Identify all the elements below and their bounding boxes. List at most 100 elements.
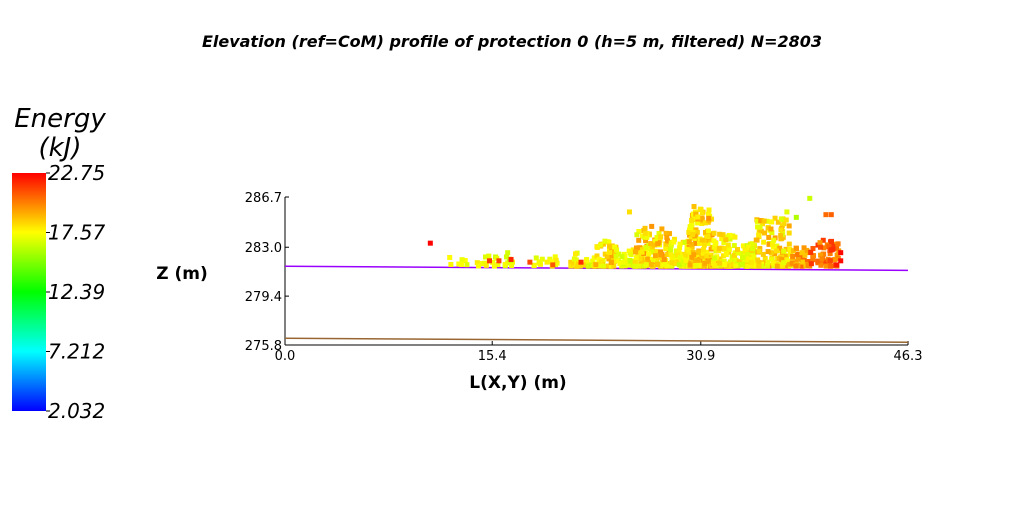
data-point [662,262,668,268]
data-point [619,254,625,260]
data-point [684,244,690,250]
data-point [677,241,683,247]
data-point [741,257,747,263]
data-point [731,252,737,258]
data-point [751,253,757,259]
data-point [811,253,817,259]
data-point [758,218,764,224]
data-point [537,259,543,265]
data-point [810,257,816,263]
data-point [711,238,717,244]
data-point [508,256,514,262]
data-point [693,240,699,246]
data-point [756,232,762,238]
data-point [740,255,746,261]
data-point [720,232,726,238]
data-point [459,257,465,263]
data-point [803,259,809,265]
data-point [628,258,634,264]
data-point [762,256,768,262]
data-point [687,232,693,238]
data-point [726,246,732,252]
data-point [606,243,612,249]
data-point [668,262,674,268]
data-point [673,248,679,254]
data-point [547,256,553,262]
data-point [749,241,755,247]
data-point [719,236,725,242]
data-point [742,247,748,253]
data-point [649,223,655,229]
data-point [665,252,671,258]
data-point [815,258,821,264]
data-point [781,260,787,266]
data-point [830,243,836,249]
data-point [479,261,485,267]
data-point [700,250,706,256]
data-point [633,255,639,261]
y-ticks: 275.8 279.4 283.0 286.7 [245,191,289,354]
data-point [494,255,500,261]
data-point [766,241,772,247]
data-point [632,259,638,265]
data-point [681,261,687,267]
data-point [647,256,653,262]
data-point [664,234,670,240]
data-point [661,257,667,263]
data-point [832,256,838,262]
data-point [544,259,550,265]
data-point [594,253,600,259]
data-point [487,258,493,264]
data-point [657,252,663,258]
data-point [762,230,768,236]
data-point [648,261,654,267]
data-point [474,260,480,266]
data-point [608,263,614,269]
data-point [495,262,501,268]
data-point [686,229,692,235]
data-point [695,252,701,258]
data-point [634,232,640,238]
data-point [668,252,674,258]
y-tick-label: 279.4 [245,290,282,305]
data-point [801,245,807,251]
data-point [720,253,726,259]
data-point [768,219,774,225]
data-point [739,250,745,256]
data-point [642,231,648,237]
data-point [596,256,602,262]
data-point [790,253,796,259]
data-point [756,248,762,254]
data-point [636,229,642,235]
data-point [693,237,699,243]
data-point [759,263,765,269]
data-point [568,259,574,265]
data-point [745,263,751,269]
data-point [768,226,774,232]
data-point [590,258,596,264]
data-point [775,219,781,225]
data-point [785,258,791,264]
data-point [550,262,556,268]
data-point [687,227,693,233]
data-point [760,251,766,257]
data-point [633,249,639,255]
data-point [725,234,731,240]
data-point [626,248,632,254]
data-point [531,263,537,269]
data-point [689,254,695,260]
data-point [482,254,488,260]
data-point [594,244,600,250]
data-point [835,241,841,247]
data-point [615,257,621,263]
data-point [711,230,717,236]
data-point [706,207,712,213]
data-point [706,262,712,268]
profile-line-1 [284,337,909,344]
data-point [769,242,775,248]
data-point [694,263,700,269]
data-point [677,245,683,251]
data-point [695,250,701,256]
data-point [668,247,674,253]
data-point [699,237,705,243]
